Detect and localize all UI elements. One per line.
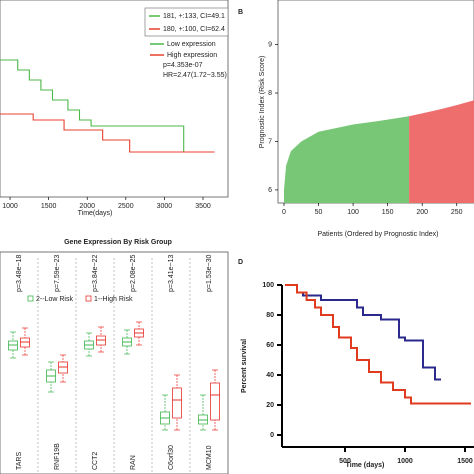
legend-label: Low expression (167, 41, 216, 48)
y-tick-label: 40 (266, 372, 274, 379)
panel-label: D (238, 259, 243, 266)
x-tick-label: 50 (315, 209, 323, 216)
stats-text: 180, +:100, CI=62.4 (163, 26, 225, 33)
annotation: HR=2.47(1.72~3.55) (163, 72, 227, 79)
legend-label: 2--Low Risk (36, 296, 73, 303)
y-tick-label: 100 (262, 282, 274, 289)
x-tick-label: 1000 (397, 458, 413, 465)
area (409, 100, 474, 203)
x-axis-label: Time (days) (346, 462, 385, 469)
x-tick-label: CCT2 (92, 452, 99, 470)
y-tick-label: 6 (268, 187, 272, 194)
area (284, 116, 410, 203)
legend-swatch (85, 295, 92, 302)
legend-label: High expression (167, 52, 217, 59)
stats-text: 181, +:133, CI=49.1 (163, 13, 225, 20)
x-tick-label: 200 (416, 209, 428, 216)
survival-curve (285, 284, 441, 381)
p-value: p=3.41e−13 (168, 255, 175, 292)
legend-swatch (27, 295, 34, 302)
x-tick-label: 0 (282, 209, 286, 216)
x-tick-label: 100 (347, 209, 359, 216)
y-tick-label: 7 (268, 138, 272, 145)
x-axis-label: Time(days) (78, 210, 113, 217)
y-tick-label: 80 (266, 312, 274, 319)
survival-curve (0, 113, 215, 153)
x-tick-label: 2500 (118, 203, 134, 210)
x-tick-label: TARS (16, 452, 23, 470)
x-tick-label: 250 (451, 209, 463, 216)
x-tick-label: C6orf30 (168, 445, 175, 470)
p-value: p=3.84e−22 (92, 255, 99, 292)
x-tick-label: MCM10 (206, 445, 213, 470)
x-tick-label: 3500 (195, 203, 211, 210)
panel-c-frame (0, 251, 229, 474)
p-value: p=3.48e−18 (16, 255, 23, 292)
survival-curve (285, 284, 471, 405)
x-tick-label: 1000 (2, 203, 18, 210)
survival-curve (0, 59, 215, 153)
stats-box (144, 7, 229, 37)
x-tick-label: 500 (339, 458, 351, 465)
x-tick-label: RNF19B (54, 443, 61, 470)
y-tick-label: 8 (268, 90, 272, 97)
annotation: p=4.353e-07 (163, 62, 203, 69)
y-tick-label: 60 (266, 342, 274, 349)
p-value: p=1.53e−30 (206, 255, 213, 292)
chart-title: Gene Expression By Risk Group (64, 239, 172, 246)
x-tick-label: 3000 (157, 203, 173, 210)
box (210, 382, 220, 421)
panel-label: B (238, 9, 243, 16)
x-tick-label: 150 (382, 209, 394, 216)
x-axis-label: Patients (Ordered by Prognostic Index) (317, 231, 438, 238)
y-axis-label: Prognostic Index (Risk Score) (259, 56, 266, 149)
p-value: p=7.59e−23 (54, 255, 61, 292)
legend-label: 1--High Risk (94, 296, 133, 303)
x-tick-label: 1500 (457, 458, 473, 465)
y-axis-label: Percent survival (241, 339, 248, 393)
x-tick-label: 1500 (41, 203, 57, 210)
box (172, 387, 182, 419)
panel-a-frame (0, 0, 229, 198)
y-tick-label: 20 (266, 402, 274, 409)
y-tick-label: 0 (270, 432, 274, 439)
x-tick-label: 2000 (79, 203, 95, 210)
p-value: p=2.08e−25 (130, 255, 137, 292)
x-tick-label: RAN (130, 455, 137, 470)
y-tick-label: 9 (268, 41, 272, 48)
